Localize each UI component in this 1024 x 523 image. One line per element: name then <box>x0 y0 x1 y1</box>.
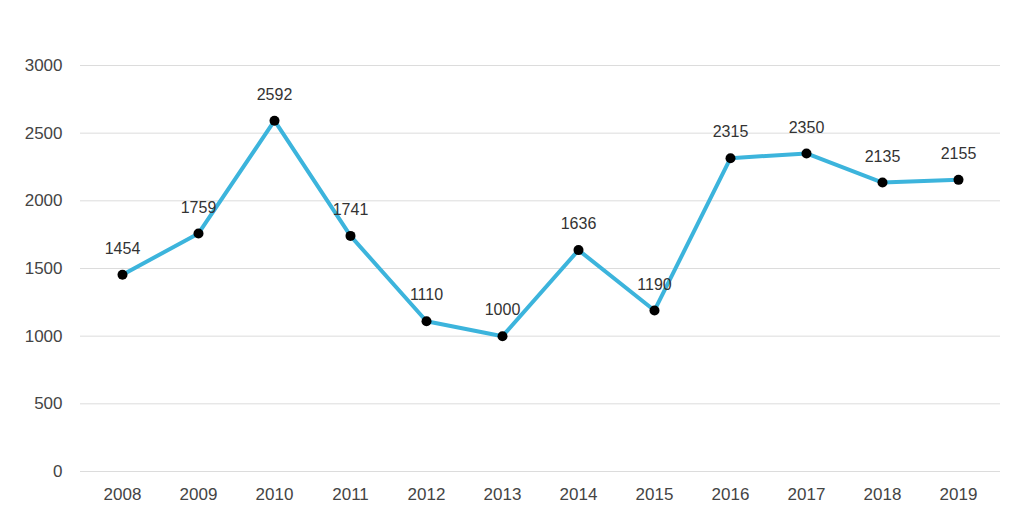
svg-text:0: 0 <box>53 462 62 481</box>
svg-text:1500: 1500 <box>25 259 63 278</box>
svg-text:2500: 2500 <box>25 124 63 143</box>
svg-text:2015: 2015 <box>636 485 674 504</box>
svg-text:1110: 1110 <box>410 286 443 303</box>
svg-text:2350: 2350 <box>789 119 825 136</box>
svg-text:2011: 2011 <box>332 485 369 504</box>
svg-text:1000: 1000 <box>485 301 521 318</box>
svg-text:3000: 3000 <box>25 56 63 75</box>
svg-text:2019: 2019 <box>940 485 978 504</box>
svg-text:2018: 2018 <box>864 485 902 504</box>
svg-text:1454: 1454 <box>105 240 141 257</box>
svg-text:500: 500 <box>34 394 62 413</box>
svg-text:2315: 2315 <box>713 123 749 140</box>
svg-text:2592: 2592 <box>257 86 293 103</box>
svg-text:2013: 2013 <box>484 485 522 504</box>
svg-text:2135: 2135 <box>865 148 901 165</box>
svg-text:2010: 2010 <box>256 485 294 504</box>
svg-text:1000: 1000 <box>25 327 63 346</box>
svg-text:1636: 1636 <box>561 215 597 232</box>
svg-text:2155: 2155 <box>941 145 977 162</box>
svg-text:2016: 2016 <box>712 485 750 504</box>
svg-text:2017: 2017 <box>788 485 826 504</box>
svg-text:2009: 2009 <box>180 485 218 504</box>
svg-text:2014: 2014 <box>560 485 598 504</box>
svg-text:1741: 1741 <box>333 201 369 218</box>
svg-text:2012: 2012 <box>408 485 446 504</box>
svg-text:2008: 2008 <box>104 485 142 504</box>
svg-text:2000: 2000 <box>25 191 63 210</box>
svg-text:1190: 1190 <box>637 276 672 293</box>
svg-text:1759: 1759 <box>181 199 217 216</box>
